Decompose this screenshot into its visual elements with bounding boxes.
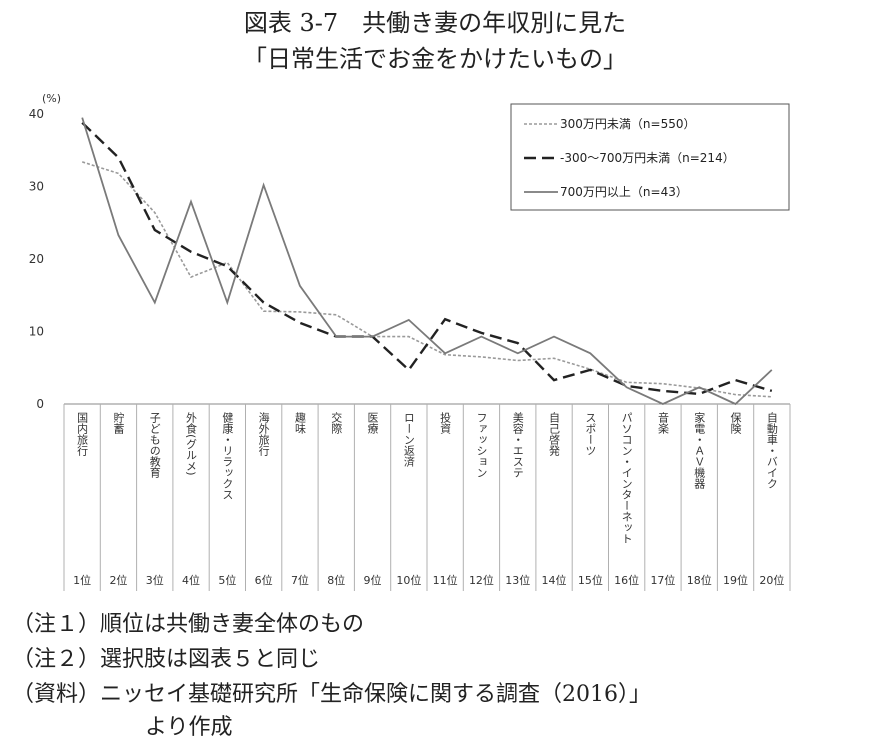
chart-title-line1: 図表 3-7 共働き妻の年収別に見た [243,9,627,37]
x-rank-label: 19位 [723,573,748,587]
x-rank-label: 3位 [146,573,164,587]
x-category-label: 保険 [729,411,742,435]
x-category-label: 交際 [330,411,343,434]
x-rank-label: 16位 [614,573,639,587]
x-category-label: 国内旅行 [76,412,89,457]
x-category-label: パソコン・インターネット [620,412,633,544]
x-category-label: 家電・ＡＶ機器 [693,411,706,490]
series-line-2 [81,121,773,396]
x-rank-label: 5位 [218,573,236,587]
x-rank-label: 18位 [687,573,712,587]
y-tick-label: 30 [29,180,44,194]
y-tick-label: 0 [36,397,44,411]
x-category-label: 子どもの教育 [148,412,161,479]
x-category-label: 自己啓発 [548,412,561,457]
x-category-label: 医療 [366,412,379,434]
x-category-label: 健康・リラックス [221,412,234,500]
series-line-3 [81,117,773,406]
y-tick-label: 40 [29,107,44,121]
x-category-label: ローン返済 [402,412,415,467]
x-category-label: 音楽 [656,411,669,435]
x-rank-label: 17位 [650,573,675,587]
y-tick-label: 20 [29,252,44,266]
x-category-label: 趣味 [293,411,306,434]
x-category-label: 貯蓄 [112,412,125,434]
footnote-source: （資料）ニッセイ基礎研究所「生命保険に関する調査（2016）」 [12,682,651,707]
x-rank-label: 9位 [364,573,382,587]
legend-label-2: -300～700万円未満（n=214） [560,151,735,165]
line-chart: (%) 0 10 20 30 40 国内旅行 1位 貯蓄 2位 子どもの教育 3位 外食(グルメ) 4位 健… [29,92,791,591]
footnote-2: （注２）選択肢は図表５と同じ [12,647,321,672]
x-category-label: 投資 [439,411,452,434]
x-category-label: 海外旅行 [257,411,270,457]
x-rank-label: 15位 [578,573,603,587]
y-axis-unit: (%) [42,92,61,105]
x-rank-label: 1位 [73,573,91,587]
legend-label-3: 700万円以上（n=43） [560,185,688,199]
x-rank-label: 2位 [109,573,127,587]
x-rank-label: 6位 [255,573,273,587]
footnote-source-cont: より作成 [145,715,233,740]
x-rank-label: 11位 [433,573,458,587]
x-category-label: 外食(グルメ) [185,412,198,476]
footnote-1: （注１）順位は共働き妻全体のもの [12,612,365,637]
legend-label-1: 300万円未満（n=550） [560,117,695,131]
x-rank-label: 4位 [182,573,200,587]
x-rank-label: 13位 [505,573,530,587]
x-rank-label: 7位 [291,573,309,587]
x-rank-label: 8位 [327,573,345,587]
y-tick-label: 10 [29,325,44,339]
x-rank-label: 12位 [469,573,494,587]
x-rank-label: 10位 [396,573,421,587]
x-rank-label: 20位 [759,573,784,587]
x-rank-label: 14位 [542,573,567,587]
chart-title-line2: 「日常生活でお金をかけたいもの」 [243,45,627,73]
x-category-label: スポーツ [584,412,597,456]
x-category-label: 美容・エステ [511,412,524,478]
x-category-label: ファッション [475,412,488,478]
x-category-label: 自動車・バイク [765,412,778,489]
